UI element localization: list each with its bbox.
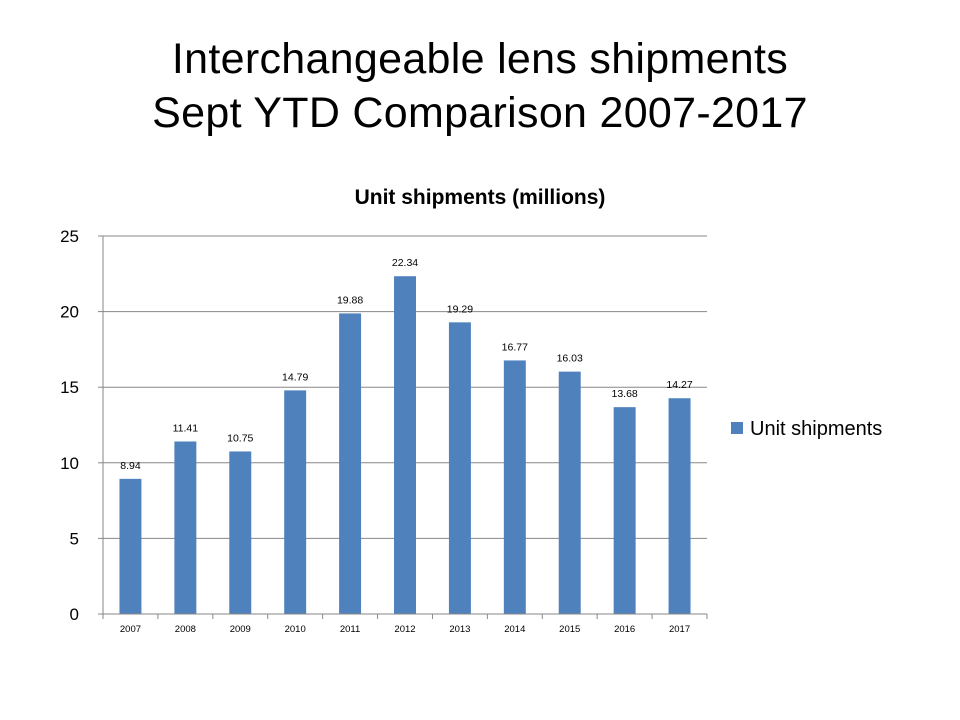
data-label: 19.29 [447, 303, 473, 315]
slide-title-line-2: Sept YTD Comparison 2007-2017 [152, 89, 808, 137]
x-tick-label: 2007 [120, 624, 141, 635]
x-tick-label: 2011 [340, 624, 360, 635]
bar [339, 313, 362, 614]
legend-label: Unit shipments [750, 418, 882, 440]
y-tick-label: 20 [60, 303, 79, 322]
y-axis-ticks: 0 5 10 15 20 25 [60, 227, 103, 624]
bar [284, 390, 307, 614]
data-label: 14.27 [666, 379, 692, 391]
data-label: 10.75 [227, 432, 253, 444]
bar [394, 276, 416, 614]
data-label: 19.88 [337, 294, 363, 306]
data-label: 16.77 [502, 341, 528, 353]
x-tick-label: 2013 [449, 624, 470, 635]
x-tick-label: 2012 [394, 624, 415, 635]
x-axis-ticks: 2007 2008 2009 2010 2011 2012 2013 2014 2015 2016… [102, 614, 708, 635]
slide-title: Interchangeable lens shipments Sept YTD … [0, 32, 960, 140]
y-tick-label: 0 [70, 605, 79, 624]
bar [668, 398, 691, 614]
y-tick-label: 10 [60, 454, 79, 473]
legend-swatch [731, 422, 743, 434]
data-label: 13.68 [611, 388, 637, 400]
data-label: 8.94 [120, 460, 141, 472]
x-tick-label: 2016 [614, 624, 635, 635]
x-tick-label: 2015 [559, 624, 580, 635]
slide-title-line-1: Interchangeable lens shipments [171, 35, 789, 83]
bar [558, 371, 581, 614]
data-label: 16.03 [557, 353, 583, 365]
legend: Unit shipments [731, 418, 882, 440]
y-tick-label: 5 [70, 529, 79, 548]
x-tick-label: 2008 [175, 624, 196, 635]
y-tick-label: 15 [60, 378, 79, 397]
x-tick-label: 2009 [230, 624, 251, 635]
data-label: 11.41 [173, 422, 199, 434]
y-tick-label: 25 [60, 227, 79, 246]
bar [174, 441, 197, 614]
bars [119, 276, 691, 614]
data-label: 14.79 [282, 371, 308, 383]
x-tick-label: 2010 [285, 624, 306, 635]
bar [503, 360, 526, 614]
data-labels: 8.94 11.41 10.75 14.79 19.88 22.34 19.29 16.77 1… [120, 257, 693, 472]
data-label: 22.34 [392, 257, 418, 269]
bar [613, 407, 636, 614]
bar [119, 478, 142, 614]
x-tick-label: 2014 [504, 624, 525, 635]
bar [229, 451, 252, 614]
bar [448, 322, 471, 614]
chart-title: Unit shipments (millions) [355, 186, 606, 209]
x-tick-label: 2017 [669, 624, 690, 635]
axes [102, 236, 707, 615]
